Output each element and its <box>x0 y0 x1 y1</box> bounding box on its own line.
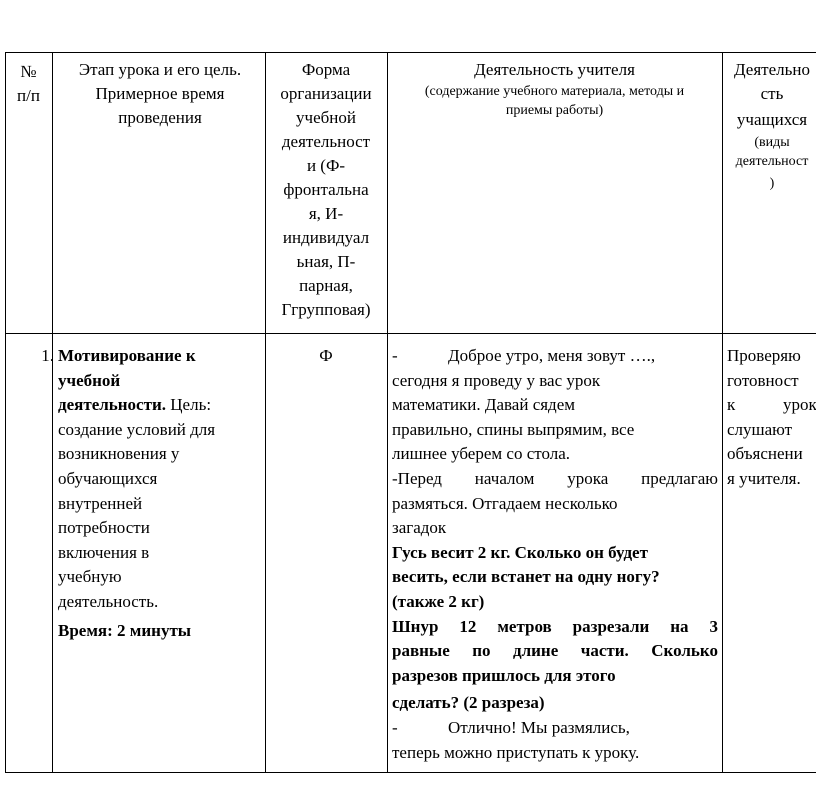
text: Деятельность учителя <box>474 60 635 79</box>
students-cell: Проверяю готовност к уроку слушают объяс… <box>727 344 816 492</box>
text: п/п <box>17 86 40 105</box>
text: объяснени <box>727 444 803 464</box>
header-cell: Деятельность учителя (содержание учебног… <box>387 58 722 120</box>
table-border <box>265 52 266 772</box>
text: парная, <box>299 276 353 295</box>
text: (виды <box>754 135 790 150</box>
text: Ггрупповая) <box>281 300 371 319</box>
text: организации <box>280 84 372 103</box>
text: готовност <box>727 370 799 390</box>
header-cell: № п/п <box>5 60 52 108</box>
text: учебной <box>58 370 121 390</box>
stage-cell: Мотивирование к учебной деятельности. Це… <box>58 344 263 643</box>
text: я, И- <box>308 204 344 223</box>
text: Форма <box>301 60 351 79</box>
text: приемы работы) <box>505 103 604 118</box>
text: Проверяю <box>727 346 801 365</box>
table-border <box>387 52 388 772</box>
text: (также 2 кг) <box>392 591 485 611</box>
text: Отлично! Мы размялись, <box>448 717 630 737</box>
text: деятельности. Цель: <box>58 393 263 418</box>
header-cell: Деятельно сть учащихся (виды деятельност… <box>722 58 816 197</box>
table-border <box>52 52 53 772</box>
text: ) <box>769 176 775 191</box>
text: я учителя. <box>727 468 801 488</box>
table-border <box>722 52 723 772</box>
text: теперь можно приступать к уроку. <box>392 742 640 762</box>
table-border <box>5 52 816 53</box>
text: загадок <box>392 518 447 538</box>
teacher-cell: - Доброе утро, меня зовут …., сегодня я п… <box>392 344 718 765</box>
text: - <box>392 346 398 365</box>
row-number: 1. <box>41 346 54 365</box>
text: сегодня я проведу у вас урок <box>392 370 601 390</box>
text: деятельност <box>735 154 809 169</box>
text: правильно, спины выпрямим, все <box>392 419 635 439</box>
text: и (Ф- <box>306 156 346 175</box>
text: Шнур 12 метров разрезали на 3 <box>392 616 718 636</box>
text: разрезов пришлось для этого <box>392 665 616 685</box>
text: Цель: <box>170 395 212 415</box>
text: фронтальна <box>283 180 369 199</box>
text: к уроку <box>727 395 816 415</box>
text: (содержание учебного материала, методы и <box>424 84 685 99</box>
text: равные по длине части. Сколько <box>392 641 718 661</box>
text: Деятельно <box>734 60 810 79</box>
text: сть <box>760 84 784 103</box>
text: Мотивирование к <box>58 346 196 365</box>
text: № <box>20 62 37 81</box>
text: индивидуал <box>282 228 370 247</box>
text: проведения <box>118 108 202 127</box>
text: весить, если встанет на одну ногу? <box>392 567 660 587</box>
text: математики. Давай сядем <box>392 395 576 415</box>
text: учебную <box>58 567 122 587</box>
form-cell: Ф <box>319 346 333 365</box>
text: размяться. Отгадаем несколько <box>392 493 618 513</box>
text: внутренней <box>58 493 143 513</box>
text: Примерное время <box>95 84 225 103</box>
text: ьная, П- <box>296 252 356 271</box>
table-border <box>5 333 816 334</box>
text: Гусь весит 2 кг. Сколько он будет <box>392 542 648 562</box>
text: учебной <box>296 108 356 127</box>
table-border <box>5 52 6 772</box>
text: возникновения у <box>58 444 180 464</box>
text: создание условий для <box>58 419 216 439</box>
table-border <box>5 772 816 773</box>
text: деятельности. <box>58 395 167 415</box>
text: Доброе утро, меня зовут …., <box>448 346 656 365</box>
text: сделать? (2 разреза) <box>392 693 545 713</box>
text: лишнее уберем со стола. <box>392 444 571 464</box>
text: учащихся <box>736 110 808 129</box>
text: деятельност <box>281 132 371 151</box>
text: - <box>392 717 398 737</box>
text: слушают <box>727 419 793 439</box>
text: потребности <box>58 518 150 538</box>
text: Этап урока и его цель. <box>78 60 242 79</box>
text: деятельность. <box>58 591 159 611</box>
text: обучающихся <box>58 468 158 488</box>
text: - Отлично! Мы размялись, <box>392 716 718 741</box>
header-cell: Форма организации учебной деятельност и … <box>265 58 387 322</box>
text: включения в <box>58 542 150 562</box>
text: Время: 2 минуты <box>58 620 192 640</box>
text: - Доброе утро, меня зовут …., <box>392 344 718 369</box>
text: -Перед началом урока предлагаю <box>392 468 718 488</box>
header-cell: Этап урока и его цель. Примерное время п… <box>55 58 265 130</box>
